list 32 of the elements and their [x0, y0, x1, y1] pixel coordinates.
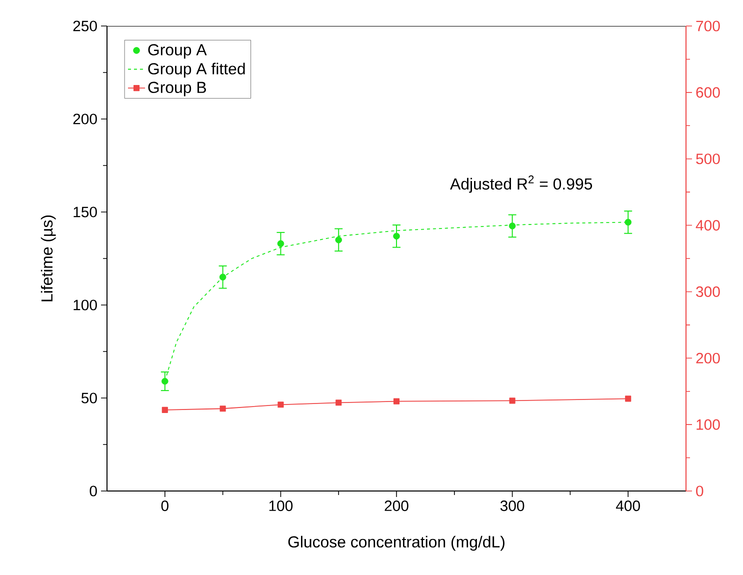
y2-tick-label: 400: [696, 220, 720, 231]
x-tick-label: 200: [384, 500, 408, 512]
point: [393, 232, 400, 240]
y-tick-label: 250: [73, 20, 97, 32]
legend-label: Group A fitted: [148, 62, 245, 78]
x-tick-label: 400: [616, 500, 640, 512]
y2-tick-label: 700: [696, 20, 720, 32]
x-axis-title: Glucose concentration (mg/dL): [288, 536, 504, 551]
point: [335, 236, 342, 244]
x-tick-label: 300: [500, 500, 524, 512]
y2-tick-label: 100: [696, 419, 720, 430]
y-tick-label: 50: [81, 392, 97, 404]
x-tick-label: 0: [161, 500, 168, 512]
point: [277, 240, 284, 248]
y-tick-label: 100: [74, 300, 97, 310]
y2-tick-label: 500: [696, 154, 720, 164]
point: [219, 274, 226, 280]
point: [508, 222, 516, 230]
y-axis-title: Lifetime (µs): [40, 216, 56, 302]
legend-label: Group B: [148, 82, 206, 96]
annotation: Adjusted R$^{2}$ = 0.995: [450, 175, 592, 193]
point: [162, 378, 168, 385]
point: [624, 218, 632, 226]
y-tick-label: 150: [74, 206, 97, 218]
y-tick-label: 0: [90, 486, 97, 496]
y2-tick-label: 200: [696, 352, 720, 364]
y2-tick-label: 0: [696, 486, 704, 496]
y-tick-label: 200: [73, 114, 97, 124]
y2-tick-label: 300: [696, 286, 720, 297]
legend-label: Group A: [148, 44, 207, 59]
y2-tick-label: 600: [696, 87, 720, 98]
x-tick-label: 100: [269, 500, 293, 512]
